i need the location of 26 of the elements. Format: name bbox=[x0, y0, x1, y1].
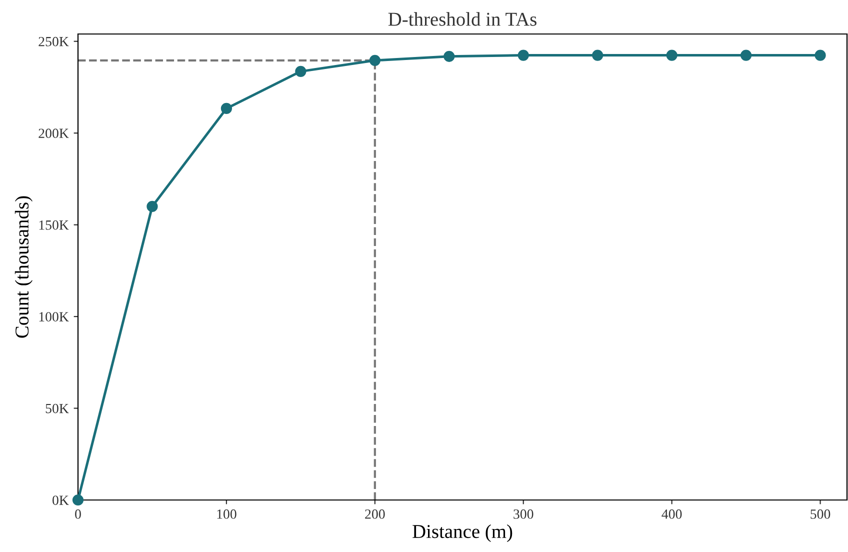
point bbox=[814, 50, 826, 61]
point bbox=[666, 50, 678, 61]
point bbox=[444, 50, 455, 62]
point bbox=[740, 50, 752, 61]
point bbox=[369, 54, 380, 66]
point bbox=[295, 66, 306, 77]
point bbox=[146, 200, 158, 212]
y-tick-label: 150K bbox=[39, 220, 69, 230]
y-tick-label: 200K bbox=[38, 128, 69, 138]
point bbox=[220, 102, 232, 114]
point bbox=[72, 494, 84, 506]
x-axis-title: Distance (m) bbox=[412, 524, 512, 542]
y-tick-label: 100K bbox=[39, 312, 69, 322]
x-tick-label: 200 bbox=[365, 509, 385, 519]
point bbox=[518, 50, 529, 61]
x-tick-label: 300 bbox=[514, 509, 534, 519]
y-tick-label: 250K bbox=[38, 36, 69, 46]
x-tick-label: 100 bbox=[217, 509, 236, 519]
y-tick-label: 0K bbox=[52, 496, 69, 505]
chart-title: D-threshold in TAs bbox=[388, 12, 536, 26]
y-tick-label: 50K bbox=[46, 404, 69, 414]
x-tick-label: 0 bbox=[75, 509, 81, 519]
x-tick-label: 400 bbox=[662, 509, 682, 519]
x-tick-label: 500 bbox=[810, 509, 830, 519]
y-axis-title: Count (thousands) bbox=[14, 196, 33, 338]
point bbox=[592, 50, 604, 61]
